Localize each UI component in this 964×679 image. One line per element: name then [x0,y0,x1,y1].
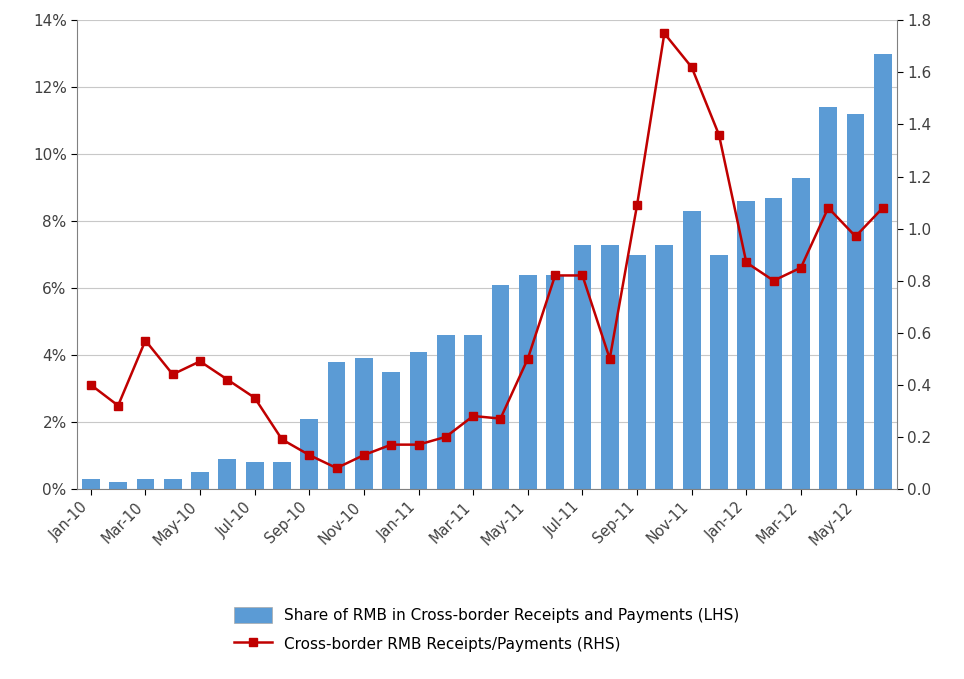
Bar [437,335,455,489]
Bar [764,198,783,489]
Bar [191,472,209,489]
Bar [465,335,482,489]
Bar [819,107,837,489]
Bar [301,418,318,489]
Bar [109,482,127,489]
Bar [629,255,646,489]
Bar [519,275,537,489]
Bar [846,114,865,489]
Bar [273,462,291,489]
Bar [737,201,755,489]
Bar [410,352,427,489]
Bar [246,462,263,489]
Bar [547,275,564,489]
Bar [710,255,728,489]
Bar [383,372,400,489]
Bar [82,479,99,489]
Bar [874,54,892,489]
Bar [683,211,701,489]
Bar [355,359,373,489]
Bar [601,244,619,489]
Bar [792,178,810,489]
Bar [328,362,345,489]
Bar [656,244,673,489]
Bar [219,459,236,489]
Legend: Share of RMB in Cross-border Receipts and Payments (LHS), Cross-border RMB Recei: Share of RMB in Cross-border Receipts an… [227,600,747,659]
Bar [492,285,509,489]
Bar [574,244,591,489]
Bar [164,479,181,489]
Bar [137,479,154,489]
